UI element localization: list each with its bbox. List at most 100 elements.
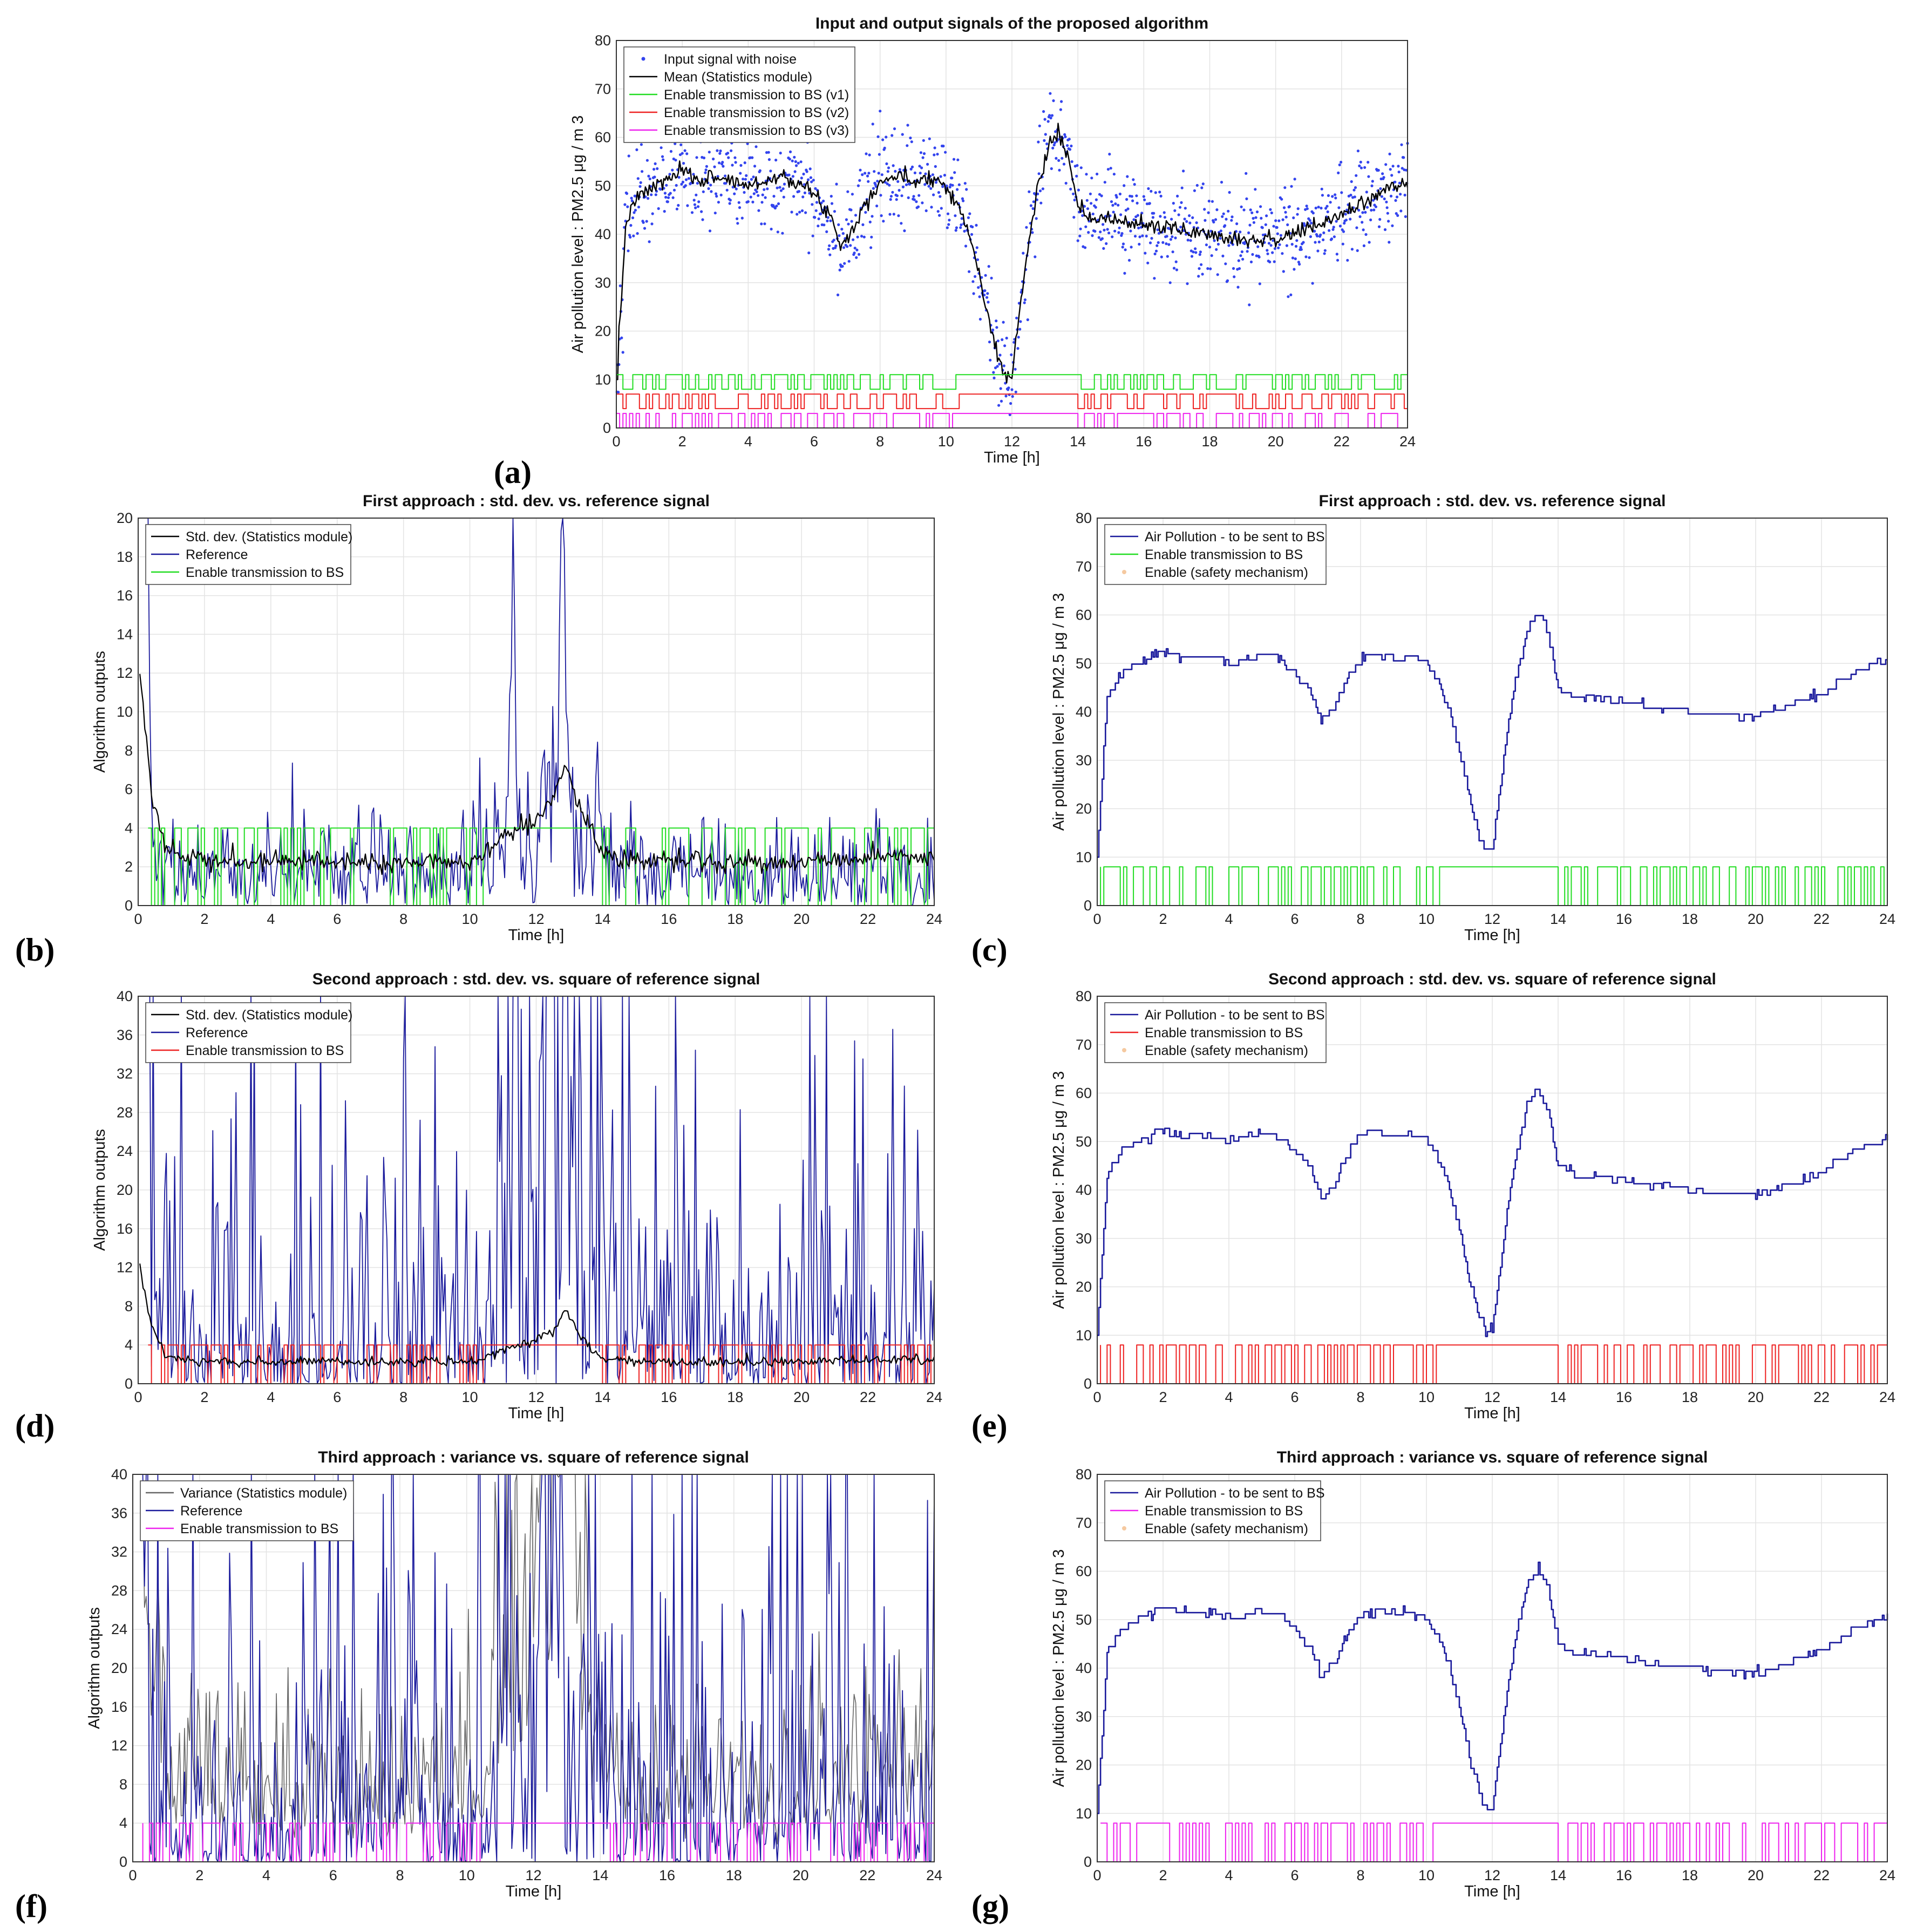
legend-entry: Enable transmission to BS (v2) [664,105,849,120]
y-tick-label: 60 [1076,1085,1092,1101]
y-tick-label: 6 [125,781,133,798]
noise-point [917,194,921,197]
y-tick-label: 8 [125,743,133,759]
noise-point [1062,162,1066,166]
noise-point [1404,215,1407,218]
noise-point [654,162,657,165]
noise-point [803,191,806,194]
noise-point [1237,259,1240,262]
x-tick-label: 6 [333,1389,341,1405]
noise-point [1249,208,1252,212]
noise-point [1378,217,1382,221]
noise-point [896,180,900,183]
noise-point [826,216,830,219]
noise-point [1266,249,1269,252]
legend: Air Pollution - to be sent to BS Enable t… [1104,1002,1327,1063]
x-tick-label: 22 [1813,1389,1830,1405]
noise-point [1258,255,1261,258]
y-tick-label: 0 [1084,897,1092,914]
noise-point [751,200,755,203]
noise-point [1248,303,1251,307]
x-axis-label: Time [h] [1464,1405,1520,1422]
noise-point [937,191,940,194]
noise-point [819,212,823,215]
noise-point [895,194,899,198]
noise-point [906,144,909,147]
y-tick-label: 70 [1076,1037,1092,1053]
noise-point [1070,160,1073,164]
noise-point [1338,163,1341,167]
y-axis-label: Air pollution level : PM2.5 μg / m 3 [569,115,587,353]
noise-point [803,183,806,186]
x-tick-label: 20 [793,911,810,927]
noise-point [880,173,883,176]
noise-point [878,153,881,156]
x-tick-label: 14 [592,1867,608,1883]
noise-point [975,246,978,249]
y-tick-label: 60 [1076,1563,1092,1580]
noise-point [1066,144,1069,147]
legend: Air Pollution - to be sent to BS Enable t… [1104,524,1327,585]
noise-point [1242,208,1246,212]
noise-point [1173,209,1177,212]
noise-point [1090,202,1093,205]
noise-point [736,222,739,225]
noise-point [1215,248,1218,251]
y-tick-label: 4 [119,1815,127,1831]
noise-point [1102,223,1105,226]
noise-point [967,216,970,219]
noise-point [1403,193,1406,197]
noise-point [1200,263,1203,266]
noise-point [812,179,815,182]
noise-point [1328,229,1331,232]
noise-point [1098,193,1102,196]
noise-point [1096,172,1099,176]
noise-point [1331,228,1335,231]
legend-entry: Reference [186,547,248,562]
noise-point [1072,216,1076,219]
y-tick-label: 20 [117,1182,133,1198]
noise-point [1397,171,1401,174]
noise-point [672,188,676,192]
noise-point [1141,234,1144,237]
x-tick-label: 10 [1418,1867,1435,1883]
x-tick-label: 20 [793,1389,810,1405]
noise-point [1337,171,1340,174]
std-dev-line [139,674,935,875]
noise-point [1153,277,1156,280]
noise-point [929,187,933,190]
noise-point [1029,204,1032,207]
noise-point [653,175,656,179]
legend-entry: Input signal with noise [664,52,797,67]
x-tick-label: 16 [661,911,677,927]
x-tick-label: 14 [1550,911,1566,927]
noise-point [733,192,736,195]
noise-point [1383,228,1387,232]
noise-point [864,172,867,175]
noise-point [1171,250,1174,254]
x-tick-label: 10 [1418,911,1435,927]
noise-point [1227,244,1231,247]
noise-point [1340,191,1343,194]
noise-point [1205,243,1208,247]
noise-point [750,178,753,181]
noise-point [1369,218,1372,222]
y-tick-label: 32 [117,1066,133,1082]
noise-point [1157,232,1160,235]
noise-point [875,205,879,208]
noise-point [1148,241,1152,244]
noise-point [851,193,854,196]
chart-c: 0 2 4 6 8 10 12 14 16 18 20 22 2401020304050607080Fi… [1050,492,1895,944]
noise-point [1059,108,1062,111]
x-tick-label: 2 [1159,911,1167,927]
noise-point [1103,228,1106,232]
noise-point [1184,233,1188,236]
noise-point [909,167,913,171]
x-tick-label: 14 [594,911,610,927]
noise-point [802,172,805,176]
noise-point [1362,228,1365,232]
noise-point [892,164,895,167]
noise-point [1019,320,1022,323]
noise-point [910,165,914,168]
